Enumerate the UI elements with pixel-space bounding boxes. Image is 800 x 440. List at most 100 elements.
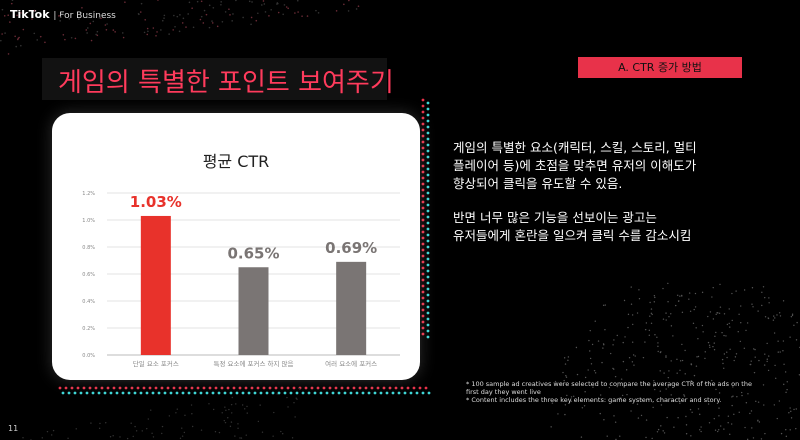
decorative-dot (422, 273, 425, 276)
decorative-dot (422, 279, 425, 282)
decorative-dot (11, 3, 13, 5)
y-tick-label: 0.4% (82, 299, 95, 305)
decorative-dot (272, 435, 273, 436)
decorative-dot (264, 3, 266, 5)
decorative-dot (422, 333, 425, 336)
decorative-dot (265, 11, 267, 13)
decorative-dot (605, 304, 606, 305)
decorative-dot (422, 225, 425, 228)
decorative-dot (780, 315, 781, 316)
decorative-dot (657, 431, 658, 432)
desc-line: 유저들에게 혼란을 일으켜 클릭 수를 감소시킴 (453, 227, 773, 245)
decorative-dot (272, 392, 275, 395)
desc-line: 플레이어 등)에 초점을 맞추면 유저의 이해도가 (453, 157, 773, 175)
decorative-dot (610, 353, 611, 354)
decorative-dot (651, 438, 652, 439)
decorative-dot (598, 340, 599, 341)
decorative-dot (2, 9, 4, 11)
decorative-dot (722, 359, 723, 360)
decorative-dot (733, 360, 734, 361)
decorative-dot (392, 392, 395, 395)
decorative-dot (644, 341, 645, 342)
decorative-dot (630, 410, 631, 411)
decorative-dot (152, 392, 155, 395)
decorative-dot (716, 312, 717, 313)
decorative-dot (246, 434, 247, 435)
decorative-dot (693, 323, 694, 324)
decorative-dot (785, 429, 786, 430)
decorative-dot (278, 12, 280, 14)
decorative-dot (639, 298, 640, 299)
decorative-dot (427, 216, 430, 219)
decorative-dot (427, 294, 430, 297)
decorative-dot (652, 407, 653, 408)
decorative-dot (225, 422, 226, 423)
decorative-dot (427, 186, 430, 189)
decorative-dot (60, 16, 62, 18)
decorative-dot (227, 417, 228, 418)
decorative-dot (128, 392, 131, 395)
decorative-dot (280, 431, 281, 432)
decorative-dot (296, 397, 297, 398)
decorative-dot (294, 416, 295, 417)
decorative-dot (649, 330, 650, 331)
decorative-dot (416, 392, 419, 395)
x-tick-label: 여러 요소에 포커스 (325, 359, 377, 368)
decorative-dot (643, 357, 644, 358)
decorative-dot (722, 363, 723, 364)
decorative-dot (427, 324, 430, 327)
decorative-dot (231, 421, 232, 422)
decorative-dot (100, 17, 102, 19)
decorative-dot (635, 355, 636, 356)
decorative-dot (422, 315, 425, 318)
decorative-dot (40, 36, 42, 38)
decorative-dot (422, 147, 425, 150)
decorative-dot (709, 347, 710, 348)
decorative-dot (410, 392, 413, 395)
decorative-dot (173, 387, 176, 390)
decorative-dot (419, 387, 422, 390)
decorative-dot (645, 329, 646, 330)
decorative-dot (646, 419, 647, 420)
decorative-dot (751, 360, 752, 361)
decorative-dot (284, 4, 286, 6)
decorative-dot (774, 317, 775, 318)
decorative-dot (347, 387, 350, 390)
decorative-dot (615, 376, 616, 377)
decorative-dot (693, 309, 694, 310)
decorative-dot (752, 287, 753, 288)
decorative-dot (721, 332, 722, 333)
decorative-dot (757, 310, 758, 311)
decorative-dot (749, 413, 750, 414)
decorative-dot (232, 397, 233, 398)
decorative-dot (422, 321, 425, 324)
decorative-dot (53, 430, 54, 431)
decorative-dot (51, 434, 52, 435)
decorative-dot (71, 387, 74, 390)
decorative-dot (143, 387, 146, 390)
decorative-dot (86, 32, 88, 34)
decorative-dot (613, 415, 614, 416)
decorative-dot (584, 405, 585, 406)
decorative-dot (249, 1, 251, 3)
decorative-dot (250, 24, 252, 26)
decorative-dot (180, 438, 181, 439)
decorative-dot (92, 21, 94, 23)
decorative-dot (401, 387, 404, 390)
decorative-dot (427, 126, 430, 129)
decorative-dot (779, 400, 780, 401)
decorative-dot (194, 392, 197, 395)
decorative-dot (785, 392, 786, 393)
decorative-dot (142, 430, 143, 431)
decorative-dot (162, 20, 164, 22)
data-label: 0.69% (325, 239, 377, 257)
decorative-dot (127, 438, 128, 439)
decorative-dot (222, 412, 223, 413)
decorative-dot (758, 360, 759, 361)
decorative-dot (97, 31, 99, 33)
decorative-dot (427, 312, 430, 315)
decorative-dot (213, 7, 215, 9)
decorative-dot (209, 27, 211, 29)
decorative-dot (182, 435, 183, 436)
decorative-dot (282, 13, 284, 15)
